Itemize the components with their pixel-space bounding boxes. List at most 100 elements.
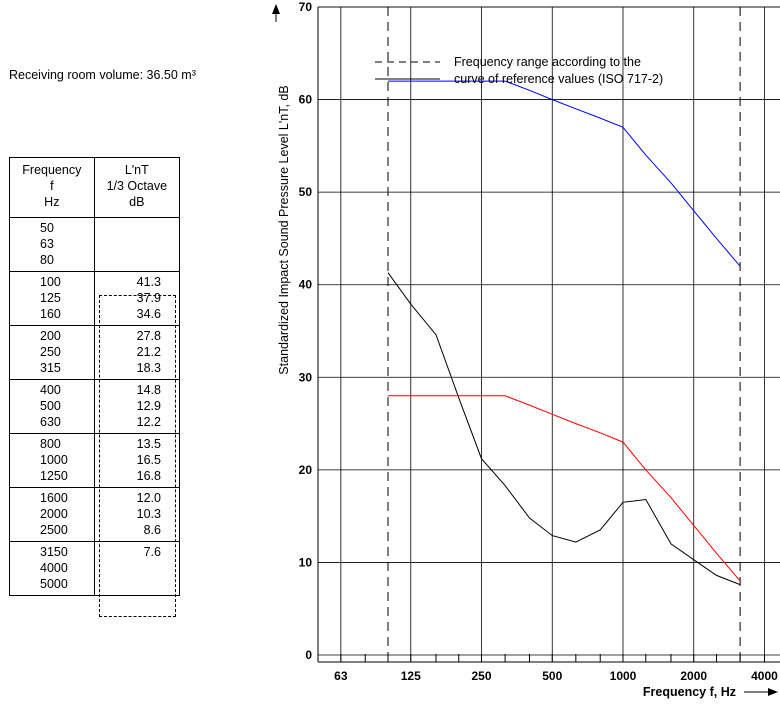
x-axis-label-group: Frequency f, Hz	[643, 685, 778, 699]
frequency-cell: 800 1000 1250	[9, 433, 95, 488]
level-cell: 7.6	[93, 541, 181, 596]
header-frequency: Frequency f Hz	[9, 157, 95, 218]
frequency-value: 3150	[40, 545, 68, 559]
x-tick-label: 500	[542, 669, 562, 683]
frequency-value: 200	[40, 329, 61, 343]
level-value: 12.9	[136, 399, 161, 413]
series-line	[388, 80, 741, 267]
level-cell: 12.0 10.3 8.6	[93, 487, 181, 542]
axes	[317, 6, 780, 663]
y-tick-label: 10	[299, 555, 313, 569]
level-value: 12.0	[136, 491, 161, 505]
frequency-value: 1000	[40, 453, 68, 467]
header-value-line: 1/3 Octave	[106, 179, 168, 193]
table-row: 400 500 630 14.8 12.9 12.2	[9, 379, 181, 434]
y-tick-label: 20	[299, 463, 313, 477]
header-frequency-line: Frequency	[22, 163, 82, 177]
x-tick-label: 2000	[680, 669, 707, 683]
table-row: 50 63 80	[9, 217, 181, 272]
y-axis-arrow-icon	[272, 4, 280, 14]
tick-labels: 0 10 20 30 40 50 60 70 63 125 250 500 1000 2000 4000	[299, 0, 779, 683]
legend-text-line1: Frequency range according to the	[454, 55, 641, 69]
x-tick-label: 125	[401, 669, 421, 683]
frequency-table: Frequency f Hz L'nT 1/3 Octave dB 50 63 …	[9, 157, 181, 596]
level-cell: 13.5 16.5 16.8	[93, 433, 181, 488]
frequency-cell: 200 250 315	[9, 325, 95, 380]
y-tick-label: 30	[299, 370, 313, 384]
frequency-value: 400	[40, 383, 61, 397]
frequency-cell: 400 500 630	[9, 379, 95, 434]
level-value: 13.5	[136, 437, 161, 451]
level-value: 16.5	[136, 453, 161, 467]
series-lines	[387, 80, 741, 586]
level-value: 14.8	[136, 383, 161, 397]
header-value-line: dB	[129, 195, 145, 209]
x-axis-label: Frequency f, Hz	[643, 685, 736, 699]
level-cell: 27.8 21.2 18.3	[93, 325, 181, 380]
y-axis-label-group: Standardized Impact Sound Pressure Level…	[272, 4, 291, 375]
frequency-value: 125	[40, 291, 61, 305]
level-value: 12.2	[136, 415, 161, 429]
table-header-row: Frequency f Hz L'nT 1/3 Octave dB	[9, 157, 181, 218]
frequency-value: 50	[40, 221, 54, 235]
level-value: 37.9	[136, 291, 161, 305]
level-value: 18.3	[136, 361, 161, 375]
frequency-value: 800	[40, 437, 61, 451]
level-value: 10.3	[136, 507, 161, 521]
x-tick-label: 4000	[751, 669, 778, 683]
frequency-value: 160	[40, 307, 61, 321]
x-axis-arrow-icon	[768, 688, 778, 696]
level-value: 8.6	[143, 523, 161, 537]
y-tick-label: 0	[305, 648, 312, 662]
x-tick-label: 63	[334, 669, 348, 683]
frequency-value: 63	[40, 237, 54, 251]
frequency-range-lines	[387, 7, 741, 662]
level-value: 27.8	[136, 329, 161, 343]
y-tick-label: 60	[299, 93, 313, 107]
frequency-value: 4000	[40, 561, 68, 575]
header-frequency-line: f	[50, 179, 54, 193]
table-row: 100 125 160 41.3 37.9 34.6	[9, 271, 181, 326]
room-volume-label: Receiving room volume: 36.50 m³	[9, 68, 196, 82]
frequency-value: 100	[40, 275, 61, 289]
y-axis-label: Standardized Impact Sound Pressure Level…	[277, 85, 291, 374]
table-row: 200 250 315 27.8 21.2 18.3	[9, 325, 181, 380]
series-line	[388, 395, 741, 582]
legend: Frequency range according to the curve o…	[375, 55, 663, 86]
level-cell	[93, 217, 181, 272]
frequency-value: 5000	[40, 577, 68, 591]
frequency-value: 80	[40, 253, 54, 267]
header-value-line: L'nT	[124, 163, 149, 177]
frequency-value: 250	[40, 345, 61, 359]
frequency-value: 1600	[40, 491, 68, 505]
table-row: 3150 4000 5000 7.6	[9, 541, 181, 596]
x-tick-label: 250	[472, 669, 492, 683]
series-line	[387, 272, 741, 586]
frequency-value: 500	[40, 399, 61, 413]
header-value: L'nT 1/3 Octave dB	[93, 157, 181, 218]
x-tick-label: 1000	[610, 669, 637, 683]
frequency-cell: 3150 4000 5000	[9, 541, 95, 596]
level-cell: 14.8 12.9 12.2	[93, 379, 181, 434]
y-tick-label: 40	[299, 278, 313, 292]
header-frequency-line: Hz	[44, 195, 60, 209]
grid	[318, 6, 780, 662]
table-row: 1600 2000 2500 12.0 10.3 8.6	[9, 487, 181, 542]
level-value: 7.6	[143, 545, 161, 559]
frequency-value: 2500	[40, 523, 68, 537]
level-value: 34.6	[136, 307, 161, 321]
level-value: 41.3	[136, 275, 161, 289]
level-value: 21.2	[136, 345, 161, 359]
y-tick-label: 70	[299, 0, 313, 14]
table-row: 800 1000 1250 13.5 16.5 16.8	[9, 433, 181, 488]
frequency-value: 2000	[40, 507, 68, 521]
level-cell: 41.3 37.9 34.6	[93, 271, 181, 326]
frequency-value: 315	[40, 361, 61, 375]
level-value: 16.8	[136, 469, 161, 483]
legend-text-line2: curve of reference values (ISO 717-2)	[454, 72, 663, 86]
frequency-value: 1250	[40, 469, 68, 483]
frequency-value: 630	[40, 415, 61, 429]
frequency-cell: 50 63 80	[9, 217, 95, 272]
y-tick-label: 50	[299, 185, 313, 199]
